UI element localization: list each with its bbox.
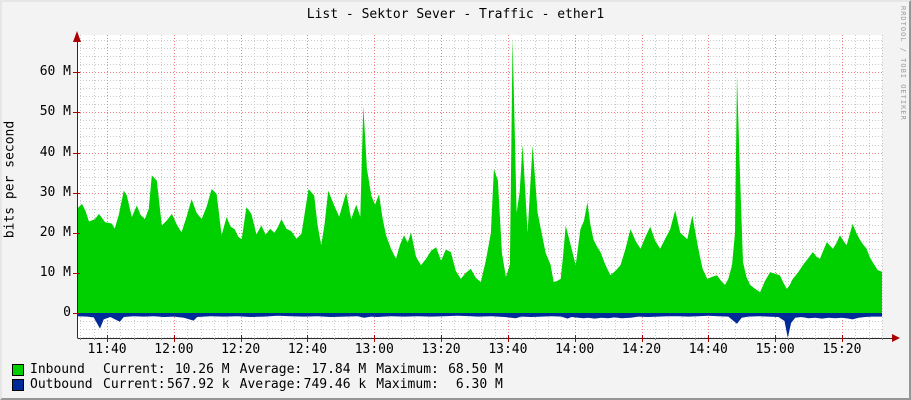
legend-current-header: Current:: [103, 362, 166, 377]
y-tick-label: 0: [63, 305, 71, 320]
y-tick-label: 20 M: [39, 224, 71, 240]
legend: Inbound Current: 10.26 M Average: 17.84 M Max…: [12, 362, 902, 392]
x-tick-label: 12:20: [221, 342, 261, 357]
legend-swatch-inbound: [12, 363, 24, 376]
legend-maximum-value: 68.50 M: [448, 362, 503, 377]
legend-current-value: 567.92 k: [167, 377, 230, 392]
y-tick-label: 60 M: [39, 64, 71, 80]
legend-average-header: Average:: [239, 377, 303, 392]
x-tick-label: 15:00: [755, 342, 795, 357]
x-tick-label: 14:20: [621, 342, 662, 357]
x-tick-label: 13:40: [488, 342, 528, 357]
legend-maximum-value: 6.30 M: [455, 377, 503, 392]
y-tick-label: 30 M: [39, 184, 71, 200]
legend-row-outbound: Outbound Current: 567.92 k Average: 749.46 k…: [12, 377, 902, 392]
x-tick-label: 14:00: [555, 342, 595, 357]
legend-current-value: 10.26 M: [174, 362, 230, 377]
x-tick-label: 14:40: [688, 342, 728, 357]
legend-series-name: Inbound: [30, 362, 85, 377]
series-area-outbound: [77, 313, 882, 338]
legend-series-name: Outbound: [30, 377, 93, 392]
legend-average-header: Average:: [239, 362, 303, 377]
legend-row-inbound: Inbound Current: 10.26 M Average: 17.84 M Max…: [12, 362, 902, 377]
y-tick-label: 10 M: [39, 264, 71, 280]
legend-average-value: 749.46 k: [303, 377, 367, 392]
graph-title: List - Sektor Sever - Traffic - ether1: [306, 7, 605, 22]
x-tick-label: 12:40: [287, 342, 328, 357]
legend-swatch-outbound: [12, 378, 24, 391]
x-tick-label: 15:20: [822, 342, 862, 357]
legend-average-value: 17.84 M: [311, 362, 367, 377]
y-axis-arrow: [73, 31, 81, 42]
rrdtool-watermark: RRDTOOL / TOBI OETIKER: [899, 6, 907, 121]
x-tick-label: 13:20: [421, 342, 461, 357]
x-tick-label: 12:00: [154, 342, 194, 357]
y-tick-label: 40 M: [39, 144, 71, 160]
x-tick-label: 13:00: [354, 342, 394, 357]
legend-current-header: Current:: [103, 377, 166, 392]
legend-maximum-header: Maximum:: [376, 377, 439, 392]
y-tick-label: 50 M: [39, 104, 71, 120]
series-area-inbound: [77, 37, 882, 314]
x-tick-label: 11:40: [87, 342, 127, 357]
legend-maximum-header: Maximum:: [376, 362, 439, 377]
x-axis-arrow: [892, 334, 900, 342]
